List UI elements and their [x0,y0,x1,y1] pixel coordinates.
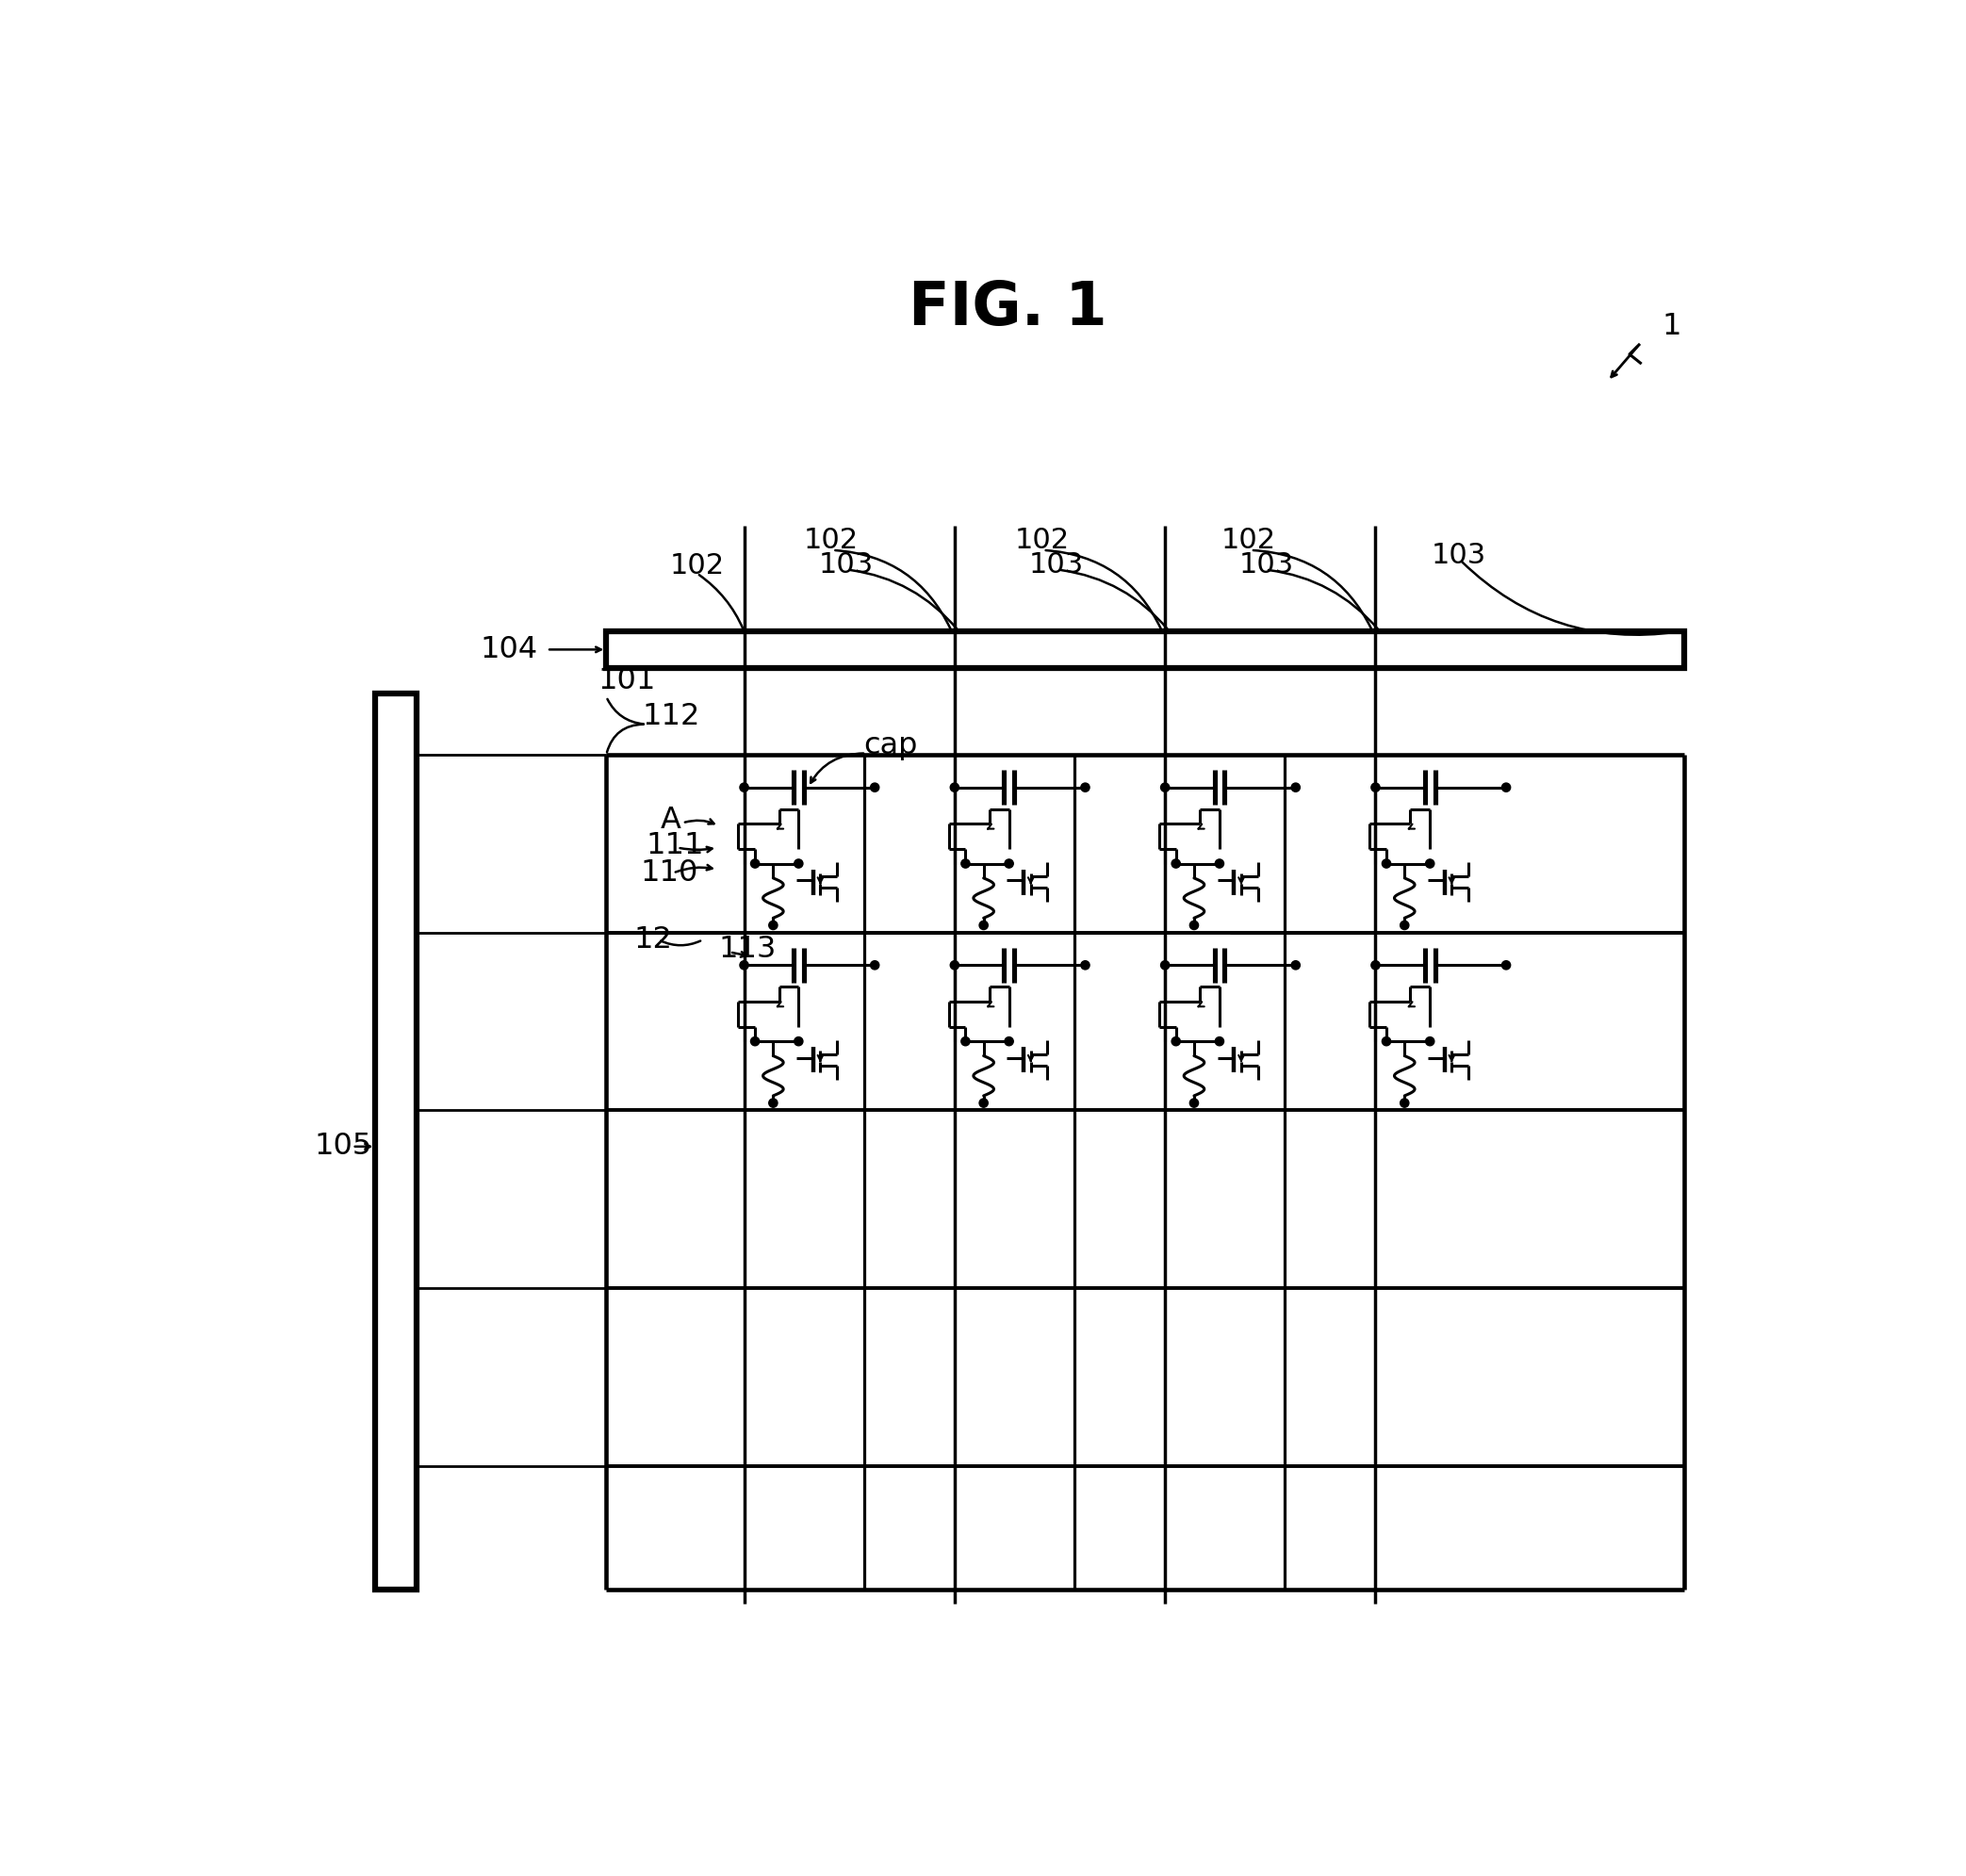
Circle shape [1081,961,1089,970]
Circle shape [871,961,879,970]
Circle shape [1502,961,1510,970]
Text: 103: 103 [1239,552,1294,578]
Circle shape [739,961,749,970]
Circle shape [1189,1099,1199,1107]
Circle shape [1292,961,1300,970]
Text: 105: 105 [315,1131,372,1161]
Bar [606,632,1685,668]
Circle shape [1215,1037,1223,1045]
Text: 102: 102 [1014,527,1070,555]
Text: 102: 102 [670,552,723,580]
Circle shape [871,782,879,792]
Circle shape [1160,782,1170,792]
Circle shape [1005,1037,1012,1045]
Circle shape [794,859,802,869]
Text: A: A [661,805,682,835]
Text: 102: 102 [1221,527,1276,555]
Circle shape [1382,1037,1390,1045]
Bar [376,692,417,1589]
Circle shape [961,1037,969,1045]
Text: 104: 104 [480,634,537,664]
Circle shape [1215,859,1223,869]
Circle shape [1005,859,1012,869]
Circle shape [961,859,969,869]
Text: 102: 102 [804,527,859,555]
Circle shape [1425,1037,1435,1045]
Circle shape [1370,961,1380,970]
Circle shape [979,921,989,930]
Circle shape [1382,859,1390,869]
Text: FIG. 1: FIG. 1 [908,280,1107,338]
Circle shape [769,1099,777,1107]
Circle shape [1425,859,1435,869]
Text: 112: 112 [643,702,700,732]
Circle shape [1292,782,1300,792]
Text: 101: 101 [598,666,655,696]
Circle shape [1172,1037,1180,1045]
Text: 110: 110 [641,859,698,887]
Circle shape [1172,859,1180,869]
Circle shape [794,1037,802,1045]
Text: 12: 12 [633,925,672,955]
Circle shape [1081,782,1089,792]
Circle shape [950,782,959,792]
Circle shape [1502,782,1510,792]
Circle shape [1400,921,1410,930]
Circle shape [769,921,777,930]
Text: 103: 103 [1028,552,1083,578]
Circle shape [1160,961,1170,970]
Circle shape [950,961,959,970]
Text: 113: 113 [720,934,777,964]
Text: 103: 103 [818,552,873,578]
Circle shape [751,1037,759,1045]
Circle shape [1189,921,1199,930]
Text: 1: 1 [1661,311,1681,341]
Circle shape [1370,782,1380,792]
Text: 111: 111 [647,831,704,859]
Circle shape [1400,1099,1410,1107]
Text: cap: cap [863,732,918,760]
Text: 103: 103 [1431,542,1486,568]
Circle shape [739,782,749,792]
Circle shape [751,859,759,869]
Circle shape [979,1099,989,1107]
